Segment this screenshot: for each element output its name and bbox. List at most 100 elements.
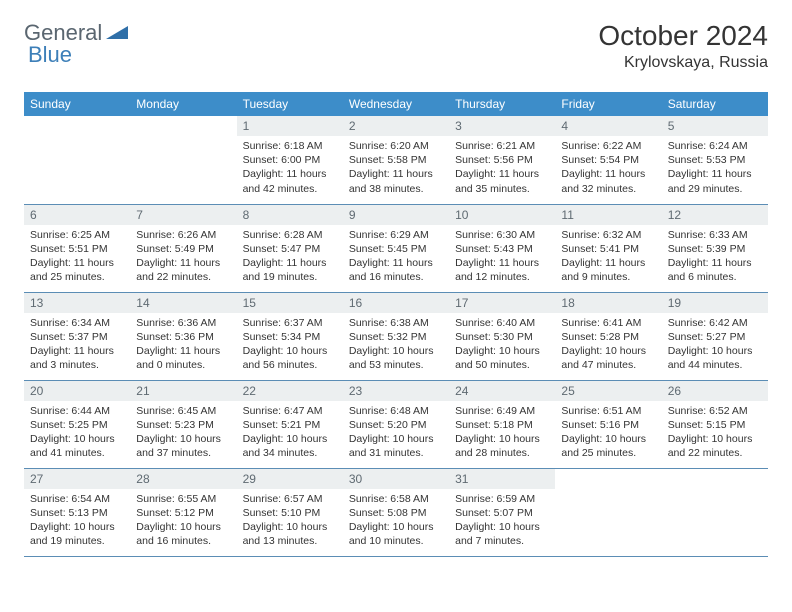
calendar-day-cell: 30Sunrise: 6:58 AMSunset: 5:08 PMDayligh… [343,468,449,556]
calendar-day-cell: 10Sunrise: 6:30 AMSunset: 5:43 PMDayligh… [449,204,555,292]
day-number: 20 [24,381,130,401]
calendar-day-cell: 2Sunrise: 6:20 AMSunset: 5:58 PMDaylight… [343,116,449,204]
day-content: Sunrise: 6:45 AMSunset: 5:23 PMDaylight:… [130,401,236,467]
day-number: 1 [237,116,343,136]
day-number: 12 [662,205,768,225]
day-number: 28 [130,469,236,489]
day-content: Sunrise: 6:36 AMSunset: 5:36 PMDaylight:… [130,313,236,379]
calendar-day-cell: 1Sunrise: 6:18 AMSunset: 6:00 PMDaylight… [237,116,343,204]
day-content: Sunrise: 6:29 AMSunset: 5:45 PMDaylight:… [343,225,449,291]
day-content: Sunrise: 6:30 AMSunset: 5:43 PMDaylight:… [449,225,555,291]
day-content: Sunrise: 6:48 AMSunset: 5:20 PMDaylight:… [343,401,449,467]
day-number: 8 [237,205,343,225]
day-content: Sunrise: 6:21 AMSunset: 5:56 PMDaylight:… [449,136,555,202]
calendar-day-cell: 22Sunrise: 6:47 AMSunset: 5:21 PMDayligh… [237,380,343,468]
day-content: Sunrise: 6:26 AMSunset: 5:49 PMDaylight:… [130,225,236,291]
calendar-week-row: 27Sunrise: 6:54 AMSunset: 5:13 PMDayligh… [24,468,768,556]
calendar-day-cell: 5Sunrise: 6:24 AMSunset: 5:53 PMDaylight… [662,116,768,204]
calendar-day-cell: 17Sunrise: 6:40 AMSunset: 5:30 PMDayligh… [449,292,555,380]
logo-text-blue: Blue [28,42,72,67]
calendar-day-cell: .. [24,116,130,204]
day-number: 2 [343,116,449,136]
day-number: 16 [343,293,449,313]
day-number: 5 [662,116,768,136]
calendar-day-cell: 24Sunrise: 6:49 AMSunset: 5:18 PMDayligh… [449,380,555,468]
calendar-day-cell: 7Sunrise: 6:26 AMSunset: 5:49 PMDaylight… [130,204,236,292]
day-header: Sunday [24,92,130,116]
day-content: Sunrise: 6:20 AMSunset: 5:58 PMDaylight:… [343,136,449,202]
day-number: 10 [449,205,555,225]
day-content: Sunrise: 6:42 AMSunset: 5:27 PMDaylight:… [662,313,768,379]
calendar-day-cell: 20Sunrise: 6:44 AMSunset: 5:25 PMDayligh… [24,380,130,468]
calendar-day-cell: 4Sunrise: 6:22 AMSunset: 5:54 PMDaylight… [555,116,661,204]
day-number: 29 [237,469,343,489]
calendar-table: SundayMondayTuesdayWednesdayThursdayFrid… [24,92,768,557]
calendar-day-cell: 26Sunrise: 6:52 AMSunset: 5:15 PMDayligh… [662,380,768,468]
calendar-day-cell: 27Sunrise: 6:54 AMSunset: 5:13 PMDayligh… [24,468,130,556]
day-number: 4 [555,116,661,136]
calendar-day-cell: 18Sunrise: 6:41 AMSunset: 5:28 PMDayligh… [555,292,661,380]
title-block: October 2024 Krylovskaya, Russia [598,20,768,72]
day-content: Sunrise: 6:59 AMSunset: 5:07 PMDaylight:… [449,489,555,555]
day-number: 17 [449,293,555,313]
day-content: Sunrise: 6:38 AMSunset: 5:32 PMDaylight:… [343,313,449,379]
month-title: October 2024 [598,20,768,52]
day-header: Wednesday [343,92,449,116]
day-content: Sunrise: 6:51 AMSunset: 5:16 PMDaylight:… [555,401,661,467]
calendar-day-cell: 14Sunrise: 6:36 AMSunset: 5:36 PMDayligh… [130,292,236,380]
day-header: Saturday [662,92,768,116]
day-content: Sunrise: 6:22 AMSunset: 5:54 PMDaylight:… [555,136,661,202]
day-number: 26 [662,381,768,401]
day-number: 14 [130,293,236,313]
day-content: Sunrise: 6:37 AMSunset: 5:34 PMDaylight:… [237,313,343,379]
day-number: 30 [343,469,449,489]
day-content: Sunrise: 6:32 AMSunset: 5:41 PMDaylight:… [555,225,661,291]
day-number: 27 [24,469,130,489]
day-content: Sunrise: 6:49 AMSunset: 5:18 PMDaylight:… [449,401,555,467]
calendar-day-cell: 21Sunrise: 6:45 AMSunset: 5:23 PMDayligh… [130,380,236,468]
calendar-day-cell: 9Sunrise: 6:29 AMSunset: 5:45 PMDaylight… [343,204,449,292]
day-number: 11 [555,205,661,225]
calendar-header-row: SundayMondayTuesdayWednesdayThursdayFrid… [24,92,768,116]
calendar-day-cell: 19Sunrise: 6:42 AMSunset: 5:27 PMDayligh… [662,292,768,380]
calendar-day-cell: 31Sunrise: 6:59 AMSunset: 5:07 PMDayligh… [449,468,555,556]
day-header: Monday [130,92,236,116]
day-number: 3 [449,116,555,136]
day-number: 24 [449,381,555,401]
day-number: 25 [555,381,661,401]
header: General October 2024 Krylovskaya, Russia [24,20,768,72]
calendar-day-cell: 8Sunrise: 6:28 AMSunset: 5:47 PMDaylight… [237,204,343,292]
day-content: Sunrise: 6:41 AMSunset: 5:28 PMDaylight:… [555,313,661,379]
calendar-day-cell: .. [555,468,661,556]
logo-text-blue-row: Blue [28,42,72,68]
day-content: Sunrise: 6:34 AMSunset: 5:37 PMDaylight:… [24,313,130,379]
day-number: 22 [237,381,343,401]
location: Krylovskaya, Russia [598,54,768,72]
day-number: 21 [130,381,236,401]
calendar-day-cell: 15Sunrise: 6:37 AMSunset: 5:34 PMDayligh… [237,292,343,380]
calendar-week-row: 13Sunrise: 6:34 AMSunset: 5:37 PMDayligh… [24,292,768,380]
calendar-day-cell: 6Sunrise: 6:25 AMSunset: 5:51 PMDaylight… [24,204,130,292]
day-number: 6 [24,205,130,225]
day-header: Friday [555,92,661,116]
calendar-day-cell: 23Sunrise: 6:48 AMSunset: 5:20 PMDayligh… [343,380,449,468]
calendar-day-cell: 12Sunrise: 6:33 AMSunset: 5:39 PMDayligh… [662,204,768,292]
day-number: 31 [449,469,555,489]
day-header: Tuesday [237,92,343,116]
day-content: Sunrise: 6:33 AMSunset: 5:39 PMDaylight:… [662,225,768,291]
day-content: Sunrise: 6:54 AMSunset: 5:13 PMDaylight:… [24,489,130,555]
day-content: Sunrise: 6:44 AMSunset: 5:25 PMDaylight:… [24,401,130,467]
day-number: 18 [555,293,661,313]
calendar-day-cell: 3Sunrise: 6:21 AMSunset: 5:56 PMDaylight… [449,116,555,204]
day-number: 9 [343,205,449,225]
calendar-day-cell: .. [130,116,236,204]
calendar-day-cell: 13Sunrise: 6:34 AMSunset: 5:37 PMDayligh… [24,292,130,380]
day-content: Sunrise: 6:25 AMSunset: 5:51 PMDaylight:… [24,225,130,291]
day-content: Sunrise: 6:52 AMSunset: 5:15 PMDaylight:… [662,401,768,467]
calendar-day-cell: 11Sunrise: 6:32 AMSunset: 5:41 PMDayligh… [555,204,661,292]
logo-triangle-icon [106,23,128,44]
day-number: 23 [343,381,449,401]
day-content: Sunrise: 6:57 AMSunset: 5:10 PMDaylight:… [237,489,343,555]
day-content: Sunrise: 6:24 AMSunset: 5:53 PMDaylight:… [662,136,768,202]
calendar-day-cell: .. [662,468,768,556]
